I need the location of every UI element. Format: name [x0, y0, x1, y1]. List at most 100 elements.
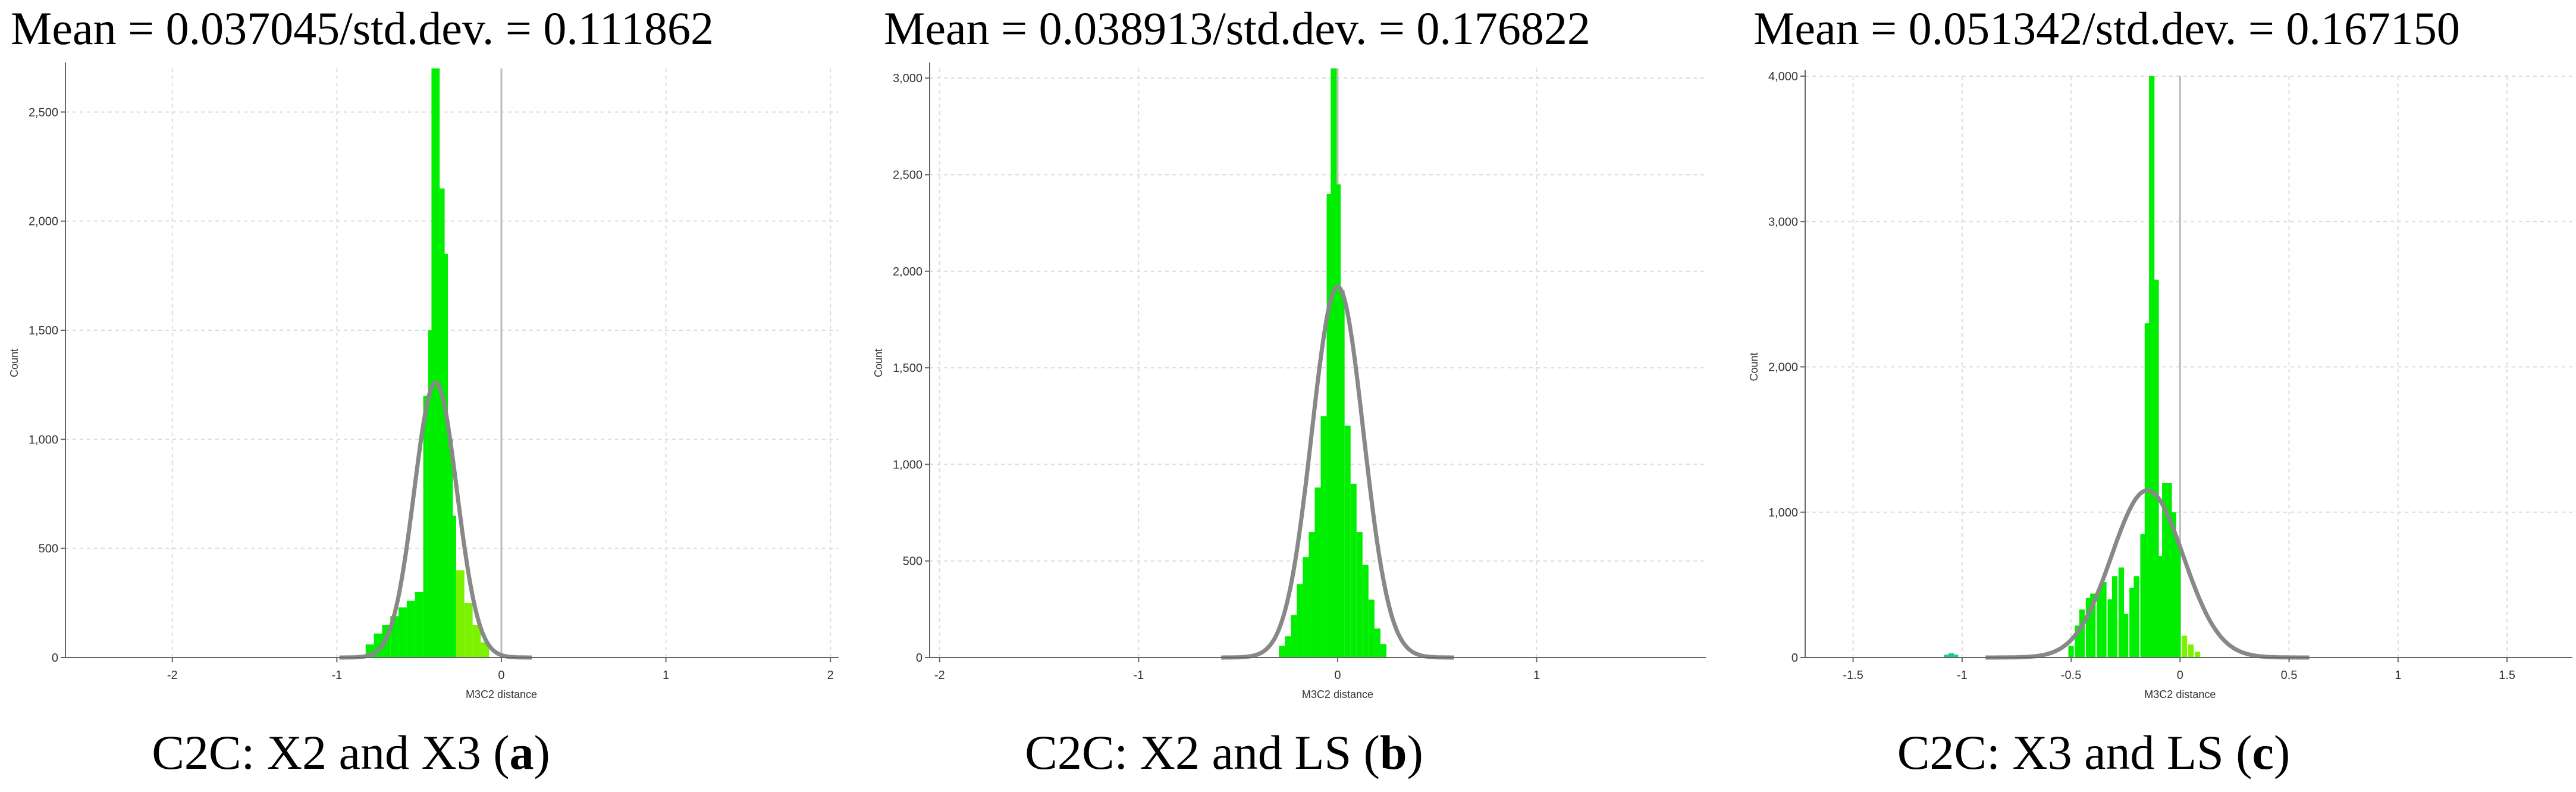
chart-caption: C2C: X2 and LS (b)	[873, 723, 1575, 782]
y-tick-label: 2,000	[893, 265, 923, 278]
y-tick-label: 2,000	[29, 215, 58, 228]
y-tick-label: 500	[39, 543, 58, 556]
histogram-bar	[2129, 587, 2135, 658]
x-tick-label: 0.5	[2281, 669, 2298, 682]
histogram-bar	[2123, 613, 2129, 658]
histogram-bar	[2157, 556, 2163, 658]
x-tick-label: 0	[1334, 669, 1341, 682]
panel-a: Mean = 0.037045/std.dev. = 0.111862 -2 -1…	[0, 0, 845, 792]
y-tick-label: 0	[1791, 652, 1798, 665]
histogram-bar	[1944, 655, 1950, 658]
histogram-bar	[1285, 636, 1291, 658]
y-axis-title: Count	[873, 349, 884, 377]
x-tick-label: -1	[331, 669, 342, 682]
caption-prefix: C2C: X2 and LS (	[1025, 725, 1380, 780]
histogram-bar	[2118, 567, 2124, 658]
x-tick-label: 0	[2177, 669, 2183, 682]
histogram-bar	[2149, 76, 2155, 658]
y-tick-label: 2,500	[29, 106, 58, 119]
histogram-bar	[2140, 534, 2146, 658]
x-axis-title: M3C2 distance	[466, 688, 537, 700]
histogram-bar	[2182, 636, 2188, 658]
y-tick-label: 1,500	[29, 324, 58, 337]
histogram-bar	[1331, 68, 1337, 658]
histogram-bar	[2170, 512, 2176, 658]
x-tick-label: 1	[663, 669, 669, 682]
caption-suffix: )	[2273, 725, 2291, 780]
histogram-bar	[2166, 483, 2172, 658]
histogram-bar	[1303, 557, 1309, 658]
histogram-bar	[1297, 584, 1303, 658]
histogram-bar	[448, 515, 456, 658]
x-tick-label: -1.5	[1843, 669, 1863, 682]
y-tick-label: 1,000	[1768, 506, 1798, 519]
histogram-chart: -2 -1 0 1 0 500 1,000 1,500 2,000 2,500 3,000 M3C2 …	[873, 62, 1706, 700]
histogram-bar	[1356, 532, 1363, 658]
x-tick-label: 1	[1533, 669, 1540, 682]
caption-suffix: )	[1407, 725, 1423, 780]
histogram-bar	[1362, 565, 1369, 658]
histogram-bar	[1334, 184, 1341, 658]
histogram-bar	[1368, 599, 1375, 658]
fit-curve	[1985, 488, 2310, 660]
y-tick-label: 0	[916, 652, 923, 665]
histogram-bar	[399, 607, 407, 658]
x-tick-label: -1	[1957, 669, 1968, 682]
y-tick-label: 3,000	[893, 72, 923, 85]
histogram-bar	[456, 570, 465, 658]
histogram-bar	[1326, 193, 1333, 658]
histogram-bar	[1380, 644, 1386, 658]
chart-caption: C2C: X2 and X3 (a)	[0, 723, 702, 782]
histogram-bar	[2133, 576, 2139, 658]
chart-title: Mean = 0.038913/std.dev. = 0.176822	[884, 2, 1590, 54]
y-tick-label: 3,000	[1768, 215, 1798, 228]
histogram-bar	[2079, 609, 2085, 658]
histogram-bar	[2101, 581, 2107, 658]
histogram-bar	[1309, 532, 1315, 658]
histogram-bar	[2175, 541, 2181, 658]
caption-prefix: C2C: X2 and X3 (	[152, 725, 510, 780]
histogram-bar	[1279, 646, 1285, 658]
histogram-bar	[2090, 593, 2096, 658]
chart-title: Mean = 0.037045/std.dev. = 0.111862	[11, 2, 714, 54]
caption-letter: c	[2252, 725, 2274, 780]
y-axis-title: Count	[1748, 352, 1760, 381]
histogram-bar	[1350, 483, 1357, 658]
histogram-bar	[1314, 487, 1321, 658]
histogram-chart: -1.5 -1 -0.5 0 0.5 1 1.5 0 1,000 2,000 3,000 4,000 M…	[1748, 70, 2572, 700]
histogram-bar	[472, 625, 481, 658]
histogram-bar	[2188, 644, 2194, 658]
caption-prefix: C2C: X3 and LS (	[1897, 725, 2252, 780]
x-tick-label: 0	[498, 669, 504, 682]
x-axis-title: M3C2 distance	[1302, 688, 1373, 700]
histogram-bar	[1948, 653, 1954, 658]
y-tick-label: 1,000	[893, 458, 923, 471]
x-tick-label: 1.5	[2499, 669, 2515, 682]
chart-caption: C2C: X3 and LS (c)	[1743, 723, 2445, 782]
x-tick-label: -0.5	[2061, 669, 2081, 682]
y-tick-label: 0	[52, 652, 58, 665]
y-tick-label: 4,000	[1768, 70, 1798, 83]
y-tick-label: 1,500	[893, 362, 923, 375]
x-tick-label: -1	[1133, 669, 1144, 682]
caption-suffix: )	[534, 725, 550, 780]
histogram-bar	[1374, 628, 1380, 658]
histogram-bar	[1338, 290, 1345, 658]
fit-curve	[339, 380, 532, 660]
histogram-bar	[2075, 625, 2081, 658]
histogram-bar	[415, 592, 423, 658]
histogram-bar	[406, 600, 415, 658]
caption-letter: a	[509, 725, 534, 780]
histogram-bar	[1953, 655, 1959, 658]
caption-letter: b	[1379, 725, 1407, 780]
histogram-chart: -2 -1 0 1 2 0 500 1,000 1,500 2,000 2,500 M3C2 dist…	[8, 62, 839, 700]
panel-b: Mean = 0.038913/std.dev. = 0.176822 -2 -1…	[873, 0, 1718, 792]
y-tick-label: 500	[903, 555, 923, 568]
x-tick-label: -2	[934, 669, 945, 682]
y-tick-label: 1,000	[29, 433, 58, 446]
x-tick-label: 1	[2395, 669, 2401, 682]
histogram-bar	[1291, 615, 1297, 658]
histogram-bar	[1344, 425, 1351, 658]
histogram-bar	[2097, 589, 2103, 658]
y-tick-label: 2,500	[893, 169, 923, 182]
